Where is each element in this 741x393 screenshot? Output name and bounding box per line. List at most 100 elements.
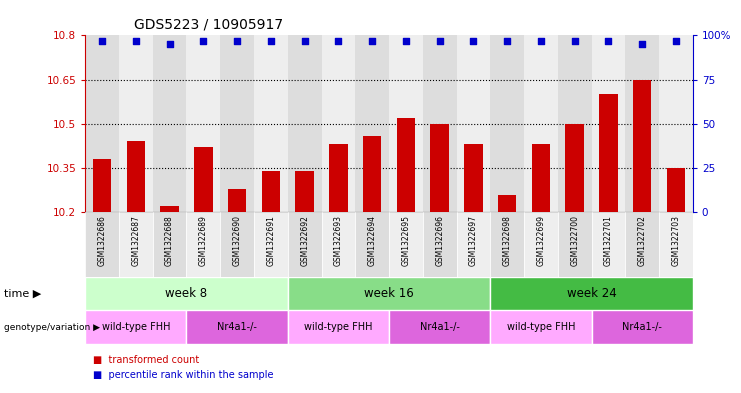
Bar	[599, 94, 618, 212]
Bar	[491, 277, 693, 310]
Bar	[591, 35, 625, 212]
Bar	[498, 195, 516, 212]
Bar	[464, 144, 482, 212]
Text: GSM1322698: GSM1322698	[502, 215, 512, 266]
Text: GSM1322690: GSM1322690	[233, 215, 242, 266]
Bar	[119, 35, 153, 212]
Point	[96, 37, 108, 44]
Bar	[296, 171, 314, 212]
Bar	[187, 35, 220, 212]
Bar	[558, 35, 591, 212]
Bar	[220, 212, 254, 277]
Bar	[288, 212, 322, 277]
Bar	[153, 35, 187, 212]
Bar	[322, 35, 355, 212]
Text: week 8: week 8	[165, 287, 207, 300]
Bar	[633, 79, 651, 212]
Text: GSM1322689: GSM1322689	[199, 215, 208, 266]
Text: GSM1322686: GSM1322686	[98, 215, 107, 266]
Text: GDS5223 / 10905917: GDS5223 / 10905917	[134, 17, 283, 31]
Bar	[423, 35, 456, 212]
Text: GSM1322696: GSM1322696	[435, 215, 444, 266]
Point	[468, 37, 479, 44]
Bar	[194, 147, 213, 212]
Bar	[491, 212, 524, 277]
Point	[670, 37, 682, 44]
Text: GSM1322702: GSM1322702	[638, 215, 647, 266]
Point	[501, 37, 513, 44]
Bar	[322, 212, 355, 277]
Bar	[431, 124, 449, 212]
Bar	[254, 212, 288, 277]
Point	[569, 37, 581, 44]
Bar	[85, 310, 187, 344]
Bar	[389, 310, 491, 344]
Bar	[288, 277, 491, 310]
Bar	[153, 212, 187, 277]
Point	[400, 37, 412, 44]
Text: GSM1322694: GSM1322694	[368, 215, 376, 266]
Bar	[355, 212, 389, 277]
Bar	[667, 168, 685, 212]
Point	[535, 37, 547, 44]
Text: Nr4a1-/-: Nr4a1-/-	[622, 322, 662, 332]
Point	[130, 37, 142, 44]
Text: GSM1322697: GSM1322697	[469, 215, 478, 266]
Bar	[254, 35, 288, 212]
Bar	[389, 212, 423, 277]
Text: ■  transformed count: ■ transformed count	[93, 354, 199, 365]
Bar	[625, 212, 659, 277]
Bar	[127, 141, 145, 212]
Text: GSM1322691: GSM1322691	[266, 215, 276, 266]
Text: GSM1322693: GSM1322693	[334, 215, 343, 266]
Bar	[85, 35, 119, 212]
Bar	[456, 212, 491, 277]
Bar	[524, 35, 558, 212]
Point	[231, 37, 243, 44]
Bar	[524, 212, 558, 277]
Text: Nr4a1-/-: Nr4a1-/-	[419, 322, 459, 332]
Text: GSM1322701: GSM1322701	[604, 215, 613, 266]
Bar	[389, 35, 423, 212]
Point	[602, 37, 614, 44]
Bar	[625, 35, 659, 212]
Bar	[288, 35, 322, 212]
Point	[197, 37, 209, 44]
Text: time ▶: time ▶	[4, 289, 41, 299]
Bar	[220, 35, 254, 212]
Bar	[423, 212, 456, 277]
Bar	[262, 171, 280, 212]
Bar	[119, 212, 153, 277]
Bar	[659, 35, 693, 212]
Point	[366, 37, 378, 44]
Text: ■  percentile rank within the sample: ■ percentile rank within the sample	[93, 370, 273, 380]
Bar	[227, 189, 247, 212]
Point	[637, 41, 648, 47]
Bar	[363, 136, 382, 212]
Bar	[558, 212, 591, 277]
Bar	[355, 35, 389, 212]
Bar	[160, 206, 179, 212]
Bar	[491, 310, 591, 344]
Bar	[396, 118, 415, 212]
Text: GSM1322687: GSM1322687	[131, 215, 140, 266]
Point	[333, 37, 345, 44]
Text: week 16: week 16	[364, 287, 414, 300]
Bar	[288, 310, 389, 344]
Text: GSM1322699: GSM1322699	[536, 215, 545, 266]
Text: GSM1322688: GSM1322688	[165, 215, 174, 266]
Bar	[659, 212, 693, 277]
Bar	[329, 144, 348, 212]
Bar	[565, 124, 584, 212]
Text: GSM1322695: GSM1322695	[402, 215, 411, 266]
Text: week 24: week 24	[567, 287, 617, 300]
Text: GSM1322700: GSM1322700	[570, 215, 579, 266]
Text: GSM1322692: GSM1322692	[300, 215, 309, 266]
Point	[265, 37, 277, 44]
Text: GSM1322703: GSM1322703	[671, 215, 680, 266]
Bar	[187, 212, 220, 277]
Point	[299, 37, 310, 44]
Point	[164, 41, 176, 47]
Bar	[591, 310, 693, 344]
Text: genotype/variation ▶: genotype/variation ▶	[4, 323, 100, 332]
